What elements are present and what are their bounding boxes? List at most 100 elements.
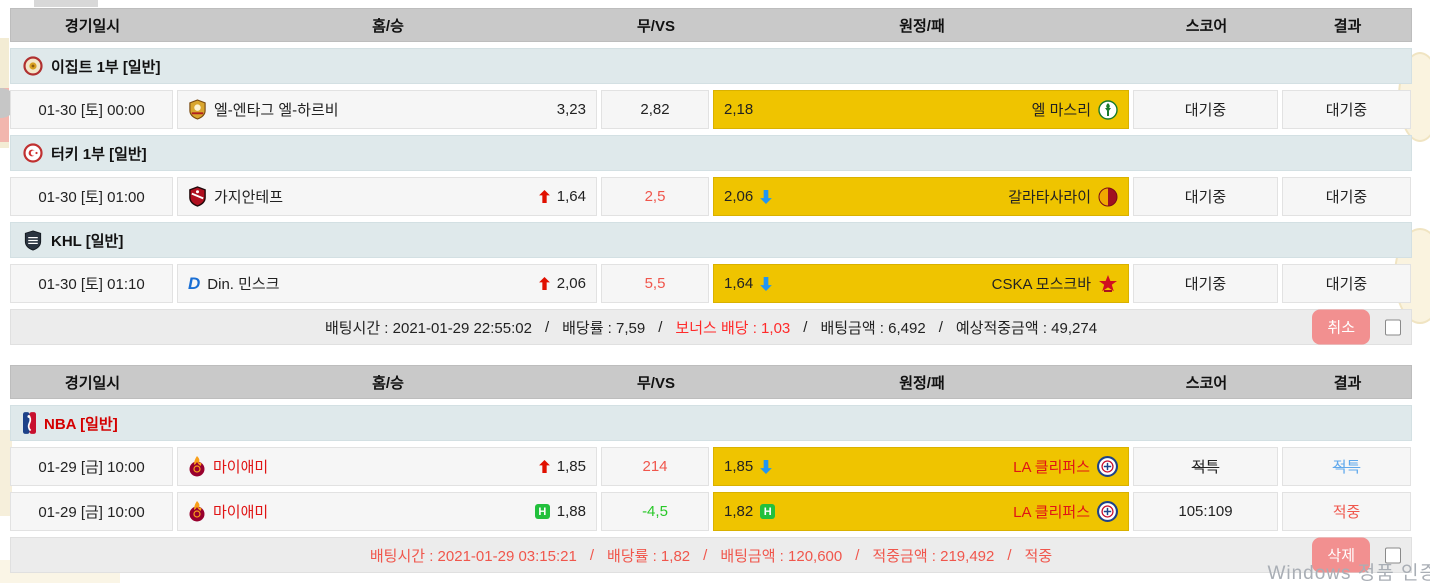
away-pick-cell-selected: 2,18 엘 마스리 — [713, 90, 1129, 129]
column-header-away: 원정/패 — [899, 374, 945, 392]
odds-up-arrow-icon — [538, 277, 550, 290]
league-band-turkey: 터키 1부 [일반] — [10, 135, 1412, 171]
column-header-result: 결과 — [1333, 374, 1362, 392]
away-team-name: CSKA 모스크바 — [991, 276, 1091, 293]
odds-down-arrow-icon — [760, 459, 773, 474]
away-odds: 2,18 — [724, 101, 754, 118]
nba-logo-icon — [23, 412, 36, 434]
miami-heat-crest-icon — [188, 455, 206, 478]
home-odds: 1,64 — [556, 188, 586, 205]
match-row: 01-30 [토] 01:10 D Din. 민스크 2,06 5,5 — [10, 264, 1412, 303]
column-header-draw: 무/VS — [637, 17, 675, 35]
home-pick-cell: 가지안테프 1,64 — [177, 177, 597, 216]
column-header-datetime: 경기일시 — [64, 17, 121, 35]
away-odds: 1,64 — [724, 275, 754, 292]
result-cell: 대기중 — [1282, 264, 1411, 303]
column-header-datetime: 경기일시 — [64, 374, 121, 392]
match-datetime: 01-30 [토] 00:00 — [10, 90, 173, 129]
score-cell: 105:109 — [1133, 492, 1278, 531]
khl-badge-icon — [23, 229, 43, 251]
slip-select-checkbox[interactable] — [1385, 319, 1401, 335]
away-team-name: LA 클리퍼스 — [1013, 459, 1090, 476]
home-team-name: 마이애미 — [213, 504, 269, 521]
separator: / — [855, 546, 860, 564]
bet-time: 배팅시간 : 2021-01-29 22:55:02 — [324, 319, 532, 337]
league-name: 터키 1부 [일반] — [51, 145, 147, 163]
win-amount: 적중금액 : 219,492 — [872, 547, 995, 565]
away-pick-cell-selected: 2,06 갈라타사라이 — [713, 177, 1129, 216]
galatasaray-crest-icon — [1098, 187, 1118, 207]
miami-heat-crest-icon — [188, 500, 206, 523]
league-name: NBA [일반] — [44, 415, 118, 433]
cancel-bet-button[interactable]: 취소 — [1312, 309, 1370, 345]
odds-down-arrow-icon — [760, 189, 773, 204]
el-entag-crest-icon — [188, 99, 207, 120]
score-cell: 대기중 — [1133, 264, 1278, 303]
separator: / — [658, 318, 663, 336]
match-datetime: 01-30 [토] 01:00 — [10, 177, 173, 216]
result-cell: 적특 — [1282, 447, 1411, 486]
slip-select-checkbox[interactable] — [1385, 547, 1401, 563]
draw-odds-cell: -4,5 — [601, 492, 709, 531]
column-header-home: 홈/승 — [372, 374, 404, 392]
result-cell: 대기중 — [1282, 90, 1411, 129]
league-band-khl: KHL [일반] — [10, 222, 1412, 258]
away-team-name: 갈라타사라이 — [1008, 189, 1091, 206]
slip-summary-bar: 배팅시간 : 2021-01-29 03:15:21 / 배당률 : 1,82 … — [10, 537, 1412, 573]
away-pick-cell-selected: 1,85 LA 클리퍼스 — [713, 447, 1129, 486]
slip-summary-bar: 배팅시간 : 2021-01-29 22:55:02 / 배당률 : 7,59 … — [10, 309, 1412, 345]
odds-down-arrow-icon — [760, 276, 773, 291]
dinamo-minsk-logo-icon: D — [188, 273, 201, 293]
match-row: 01-30 [토] 01:00 가지안테프 1,64 — [10, 177, 1412, 216]
draw-odds-cell: 2,82 — [601, 90, 709, 129]
draw-odds-cell: 214 — [601, 447, 709, 486]
bet-slip-settled: 경기일시 홈/승 무/VS 원정/패 스코어 결과 NBA [일반] 01-29… — [10, 365, 1412, 573]
handicap-icon: H — [534, 504, 550, 519]
home-odds: 1,88 — [556, 503, 586, 520]
home-team-name: 엘-엔타그 엘-하르비 — [214, 102, 339, 119]
delete-bet-button[interactable]: 삭제 — [1312, 537, 1370, 573]
away-odds: 2,06 — [724, 188, 754, 205]
away-pick-cell-selected: 1,82 H LA 클리퍼스 — [713, 492, 1129, 531]
away-odds: 1,82 — [724, 503, 754, 520]
home-pick-cell: D Din. 민스크 2,06 — [177, 264, 597, 303]
column-header-home: 홈/승 — [372, 17, 404, 35]
expected-win-amount: 예상적중금액 : 49,274 — [955, 319, 1098, 337]
bet-amount: 배팅금액 : 6,492 — [820, 319, 926, 337]
bonus-odds: 보너스 배당 : 1,03 — [675, 319, 791, 337]
league-name: 이집트 1부 [일반] — [51, 58, 161, 76]
bet-amount: 배팅금액 : 120,600 — [720, 547, 843, 565]
windows-activation-watermark: Windows 정품 인증 — [1267, 563, 1430, 584]
column-header-away: 원정/패 — [899, 17, 945, 35]
league-band-egypt: 이집트 1부 [일반] — [10, 48, 1412, 84]
column-header-score: 스코어 — [1185, 17, 1228, 35]
home-team-name: 가지안테프 — [214, 189, 284, 206]
odds-up-arrow-icon — [538, 190, 550, 203]
separator: / — [1007, 546, 1012, 564]
bet-slip-pending: 경기일시 홈/승 무/VS 원정/패 스코어 결과 이집트 1부 [일반] 01… — [10, 8, 1412, 345]
draw-odds-cell: 5,5 — [601, 264, 709, 303]
match-datetime: 01-29 [금] 10:00 — [10, 447, 173, 486]
home-pick-cell: 마이애미 1,85 — [177, 447, 597, 486]
column-header-result: 결과 — [1333, 17, 1362, 35]
away-team-name: 엘 마스리 — [1031, 102, 1091, 119]
separator: / — [803, 318, 808, 336]
score-cell: 적특 — [1133, 447, 1278, 486]
el-masry-crest-icon — [1098, 99, 1118, 120]
match-datetime: 01-30 [토] 01:10 — [10, 264, 173, 303]
separator: / — [589, 546, 595, 564]
home-team-name: Din. 민스크 — [207, 276, 280, 293]
odds-rate: 배당률 : 7,59 — [562, 319, 646, 337]
gaziantep-crest-icon — [188, 186, 207, 207]
league-name: KHL [일반] — [51, 232, 124, 250]
match-datetime: 01-29 [금] 10:00 — [10, 492, 173, 531]
column-header-score: 스코어 — [1185, 374, 1228, 392]
turkey-league-badge-icon — [23, 143, 43, 163]
odds-rate: 배당률 : 1,82 — [607, 547, 691, 565]
bet-time: 배팅시간 : 2021-01-29 03:15:21 — [369, 547, 577, 565]
separator: / — [938, 318, 943, 336]
la-clippers-crest-icon — [1097, 501, 1118, 522]
handicap-icon: H — [760, 504, 776, 519]
league-band-nba: NBA [일반] — [10, 405, 1412, 441]
odds-up-arrow-icon — [538, 460, 550, 473]
